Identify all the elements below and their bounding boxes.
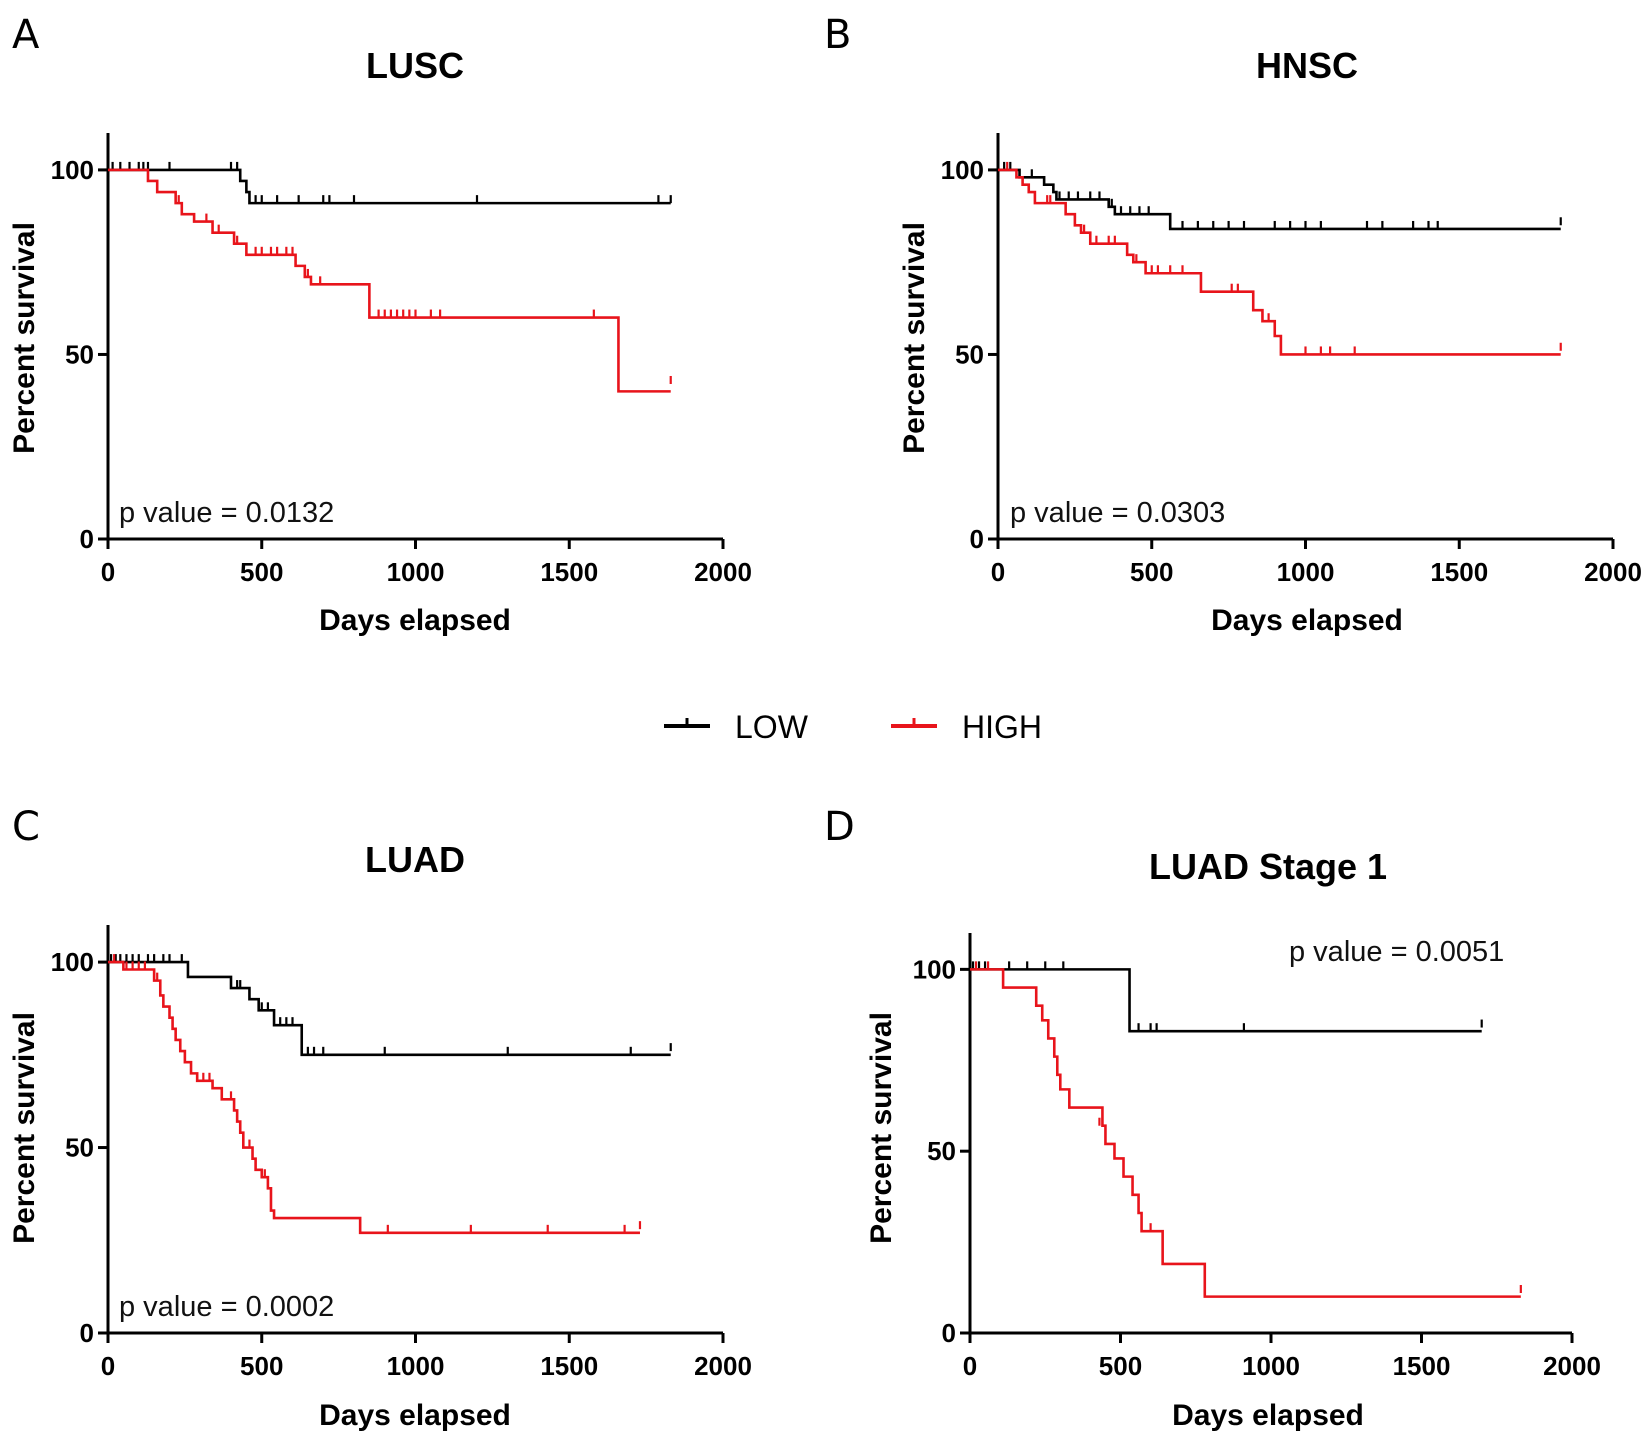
p-value-annotation: p value = 0.0002 bbox=[119, 1291, 334, 1323]
y-tick-label: 0 bbox=[970, 524, 984, 554]
legend-label-high: HIGH bbox=[962, 709, 1042, 745]
plot-area: 0 500 1000 1500 2000 0 50 100 bbox=[941, 133, 1642, 587]
p-value-annotation: p value = 0.0051 bbox=[1289, 936, 1504, 968]
panel-c: C LUAD Days elapsed Percent survival p v… bbox=[8, 804, 752, 1432]
y-tick-label: 100 bbox=[941, 155, 984, 185]
chart-title: LUAD bbox=[365, 839, 465, 880]
x-tick-label: 1000 bbox=[387, 557, 445, 587]
panel-letter: C bbox=[12, 804, 40, 850]
x-tick-label: 1500 bbox=[1430, 557, 1488, 587]
x-tick-label: 500 bbox=[240, 1351, 283, 1381]
p-value-annotation: p value = 0.0303 bbox=[1010, 497, 1225, 529]
x-tick-label: 1000 bbox=[387, 1351, 445, 1381]
x-tick-label: 1500 bbox=[540, 557, 598, 587]
y-tick-label: 0 bbox=[80, 1318, 94, 1348]
plot-area: 0 500 1000 1500 2000 0 50 100 bbox=[51, 133, 752, 587]
legend: LOW HIGH bbox=[664, 709, 1042, 745]
y-tick-label: 0 bbox=[80, 524, 94, 554]
y-tick-label: 50 bbox=[65, 339, 94, 369]
chart-title: LUAD Stage 1 bbox=[1149, 846, 1387, 887]
survival-curve-high bbox=[108, 168, 671, 393]
y-tick-label: 100 bbox=[51, 947, 94, 977]
panel-d: D LUAD Stage 1 Days elapsed Percent surv… bbox=[824, 804, 1601, 1432]
x-tick-label: 0 bbox=[101, 557, 115, 587]
survival-curve-low bbox=[998, 168, 1561, 231]
x-axis-label: Days elapsed bbox=[319, 604, 511, 637]
panel-letter: A bbox=[12, 12, 40, 58]
legend-item-low: LOW bbox=[664, 709, 809, 745]
x-tick-label: 2000 bbox=[1584, 557, 1642, 587]
x-tick-label: 500 bbox=[1099, 1351, 1142, 1381]
x-tick-label: 0 bbox=[963, 1351, 977, 1381]
chart-title: HNSC bbox=[1256, 45, 1358, 86]
legend-label-low: LOW bbox=[735, 709, 809, 745]
x-axis-label: Days elapsed bbox=[1172, 1399, 1364, 1432]
x-tick-label: 0 bbox=[991, 557, 1005, 587]
survival-curve-low bbox=[108, 960, 671, 1057]
x-tick-label: 1000 bbox=[1277, 557, 1335, 587]
x-tick-label: 0 bbox=[101, 1351, 115, 1381]
plot-area: 0 500 1000 1500 2000 0 50 100 bbox=[51, 925, 752, 1381]
x-tick-label: 1500 bbox=[1393, 1351, 1451, 1381]
p-value-annotation: p value = 0.0132 bbox=[119, 497, 334, 529]
x-tick-label: 2000 bbox=[694, 557, 752, 587]
y-tick-label: 100 bbox=[913, 954, 956, 984]
panel-b: B HNSC Days elapsed Percent survival p v… bbox=[824, 12, 1642, 637]
chart-title: LUSC bbox=[366, 45, 464, 86]
panel-a: A LUSC Days elapsed Percent survival p v… bbox=[8, 12, 752, 637]
survival-curve-high bbox=[970, 968, 1521, 1298]
survival-curve-low bbox=[108, 168, 671, 205]
y-axis-label: Percent survival bbox=[865, 1012, 898, 1244]
y-tick-label: 0 bbox=[942, 1318, 956, 1348]
y-tick-label: 50 bbox=[65, 1133, 94, 1163]
survival-curve-high bbox=[998, 168, 1561, 356]
y-tick-label: 50 bbox=[955, 339, 984, 369]
legend-item-high: HIGH bbox=[891, 709, 1042, 745]
x-axis-label: Days elapsed bbox=[1211, 604, 1403, 637]
x-axis-label: Days elapsed bbox=[319, 1399, 511, 1432]
x-tick-label: 500 bbox=[1130, 557, 1173, 587]
x-tick-label: 2000 bbox=[1543, 1351, 1601, 1381]
y-axis-label: Percent survival bbox=[8, 222, 41, 454]
panel-letter: D bbox=[824, 804, 855, 850]
survival-curve-low bbox=[970, 968, 1482, 1033]
y-axis-label: Percent survival bbox=[898, 222, 931, 454]
x-tick-label: 2000 bbox=[694, 1351, 752, 1381]
y-tick-label: 50 bbox=[927, 1136, 956, 1166]
survival-curve-high bbox=[108, 960, 640, 1235]
plot-area: 0 500 1000 1500 2000 0 50 100 bbox=[913, 933, 1601, 1381]
y-tick-label: 100 bbox=[51, 155, 94, 185]
panel-letter: B bbox=[824, 12, 851, 58]
y-axis-label: Percent survival bbox=[8, 1012, 41, 1244]
x-tick-label: 1000 bbox=[1242, 1351, 1300, 1381]
x-tick-label: 500 bbox=[240, 557, 283, 587]
x-tick-label: 1500 bbox=[540, 1351, 598, 1381]
